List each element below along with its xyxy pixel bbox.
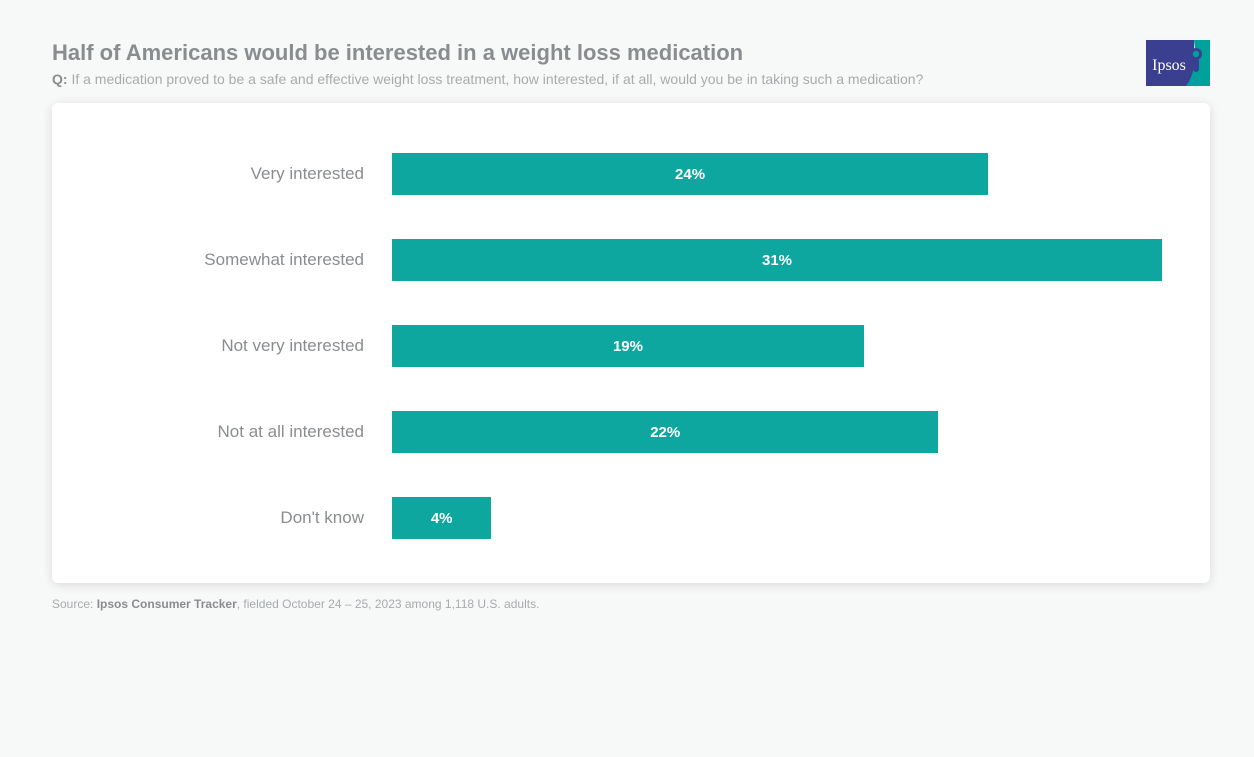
chart-row: Somewhat interested31% bbox=[92, 239, 1162, 281]
ipsos-logo-icon: Ipsos bbox=[1146, 40, 1210, 86]
source-line: Source: Ipsos Consumer Tracker, fielded … bbox=[52, 597, 1210, 611]
bar: 31% bbox=[392, 239, 1162, 281]
row-label: Somewhat interested bbox=[92, 250, 392, 270]
source-prefix: Source: bbox=[52, 597, 97, 611]
chart-row: Don't know4% bbox=[92, 497, 1162, 539]
logo-text: Ipsos bbox=[1152, 57, 1186, 74]
chart-card: Very interested24% Somewhat interested31%… bbox=[52, 103, 1210, 583]
source-strong: Ipsos Consumer Tracker bbox=[97, 597, 237, 611]
bar-track: 22% bbox=[392, 411, 1162, 453]
subtitle-q-label: Q: bbox=[52, 71, 68, 87]
row-label: Not at all interested bbox=[92, 422, 392, 442]
source-rest: , fielded October 24 – 25, 2023 among 1,… bbox=[237, 597, 540, 611]
chart-row: Very interested24% bbox=[92, 153, 1162, 195]
chart-subtitle: Q: If a medication proved to be a safe a… bbox=[52, 70, 1130, 89]
bar-track: 31% bbox=[392, 239, 1162, 281]
header-row: Half of Americans would be interested in… bbox=[52, 40, 1210, 89]
subtitle-text: If a medication proved to be a safe and … bbox=[71, 71, 923, 87]
bar: 22% bbox=[392, 411, 938, 453]
bar-track: 4% bbox=[392, 497, 1162, 539]
title-block: Half of Americans would be interested in… bbox=[52, 40, 1130, 89]
chart-row: Not very interested19% bbox=[92, 325, 1162, 367]
bar: 4% bbox=[392, 497, 491, 539]
row-label: Not very interested bbox=[92, 336, 392, 356]
bar-track: 24% bbox=[392, 153, 1162, 195]
bar-track: 19% bbox=[392, 325, 1162, 367]
row-label: Very interested bbox=[92, 164, 392, 184]
chart-rows: Very interested24% Somewhat interested31%… bbox=[92, 153, 1162, 539]
chart-title: Half of Americans would be interested in… bbox=[52, 40, 1130, 66]
bar: 24% bbox=[392, 153, 988, 195]
row-label: Don't know bbox=[92, 508, 392, 528]
chart-row: Not at all interested22% bbox=[92, 411, 1162, 453]
bar: 19% bbox=[392, 325, 864, 367]
